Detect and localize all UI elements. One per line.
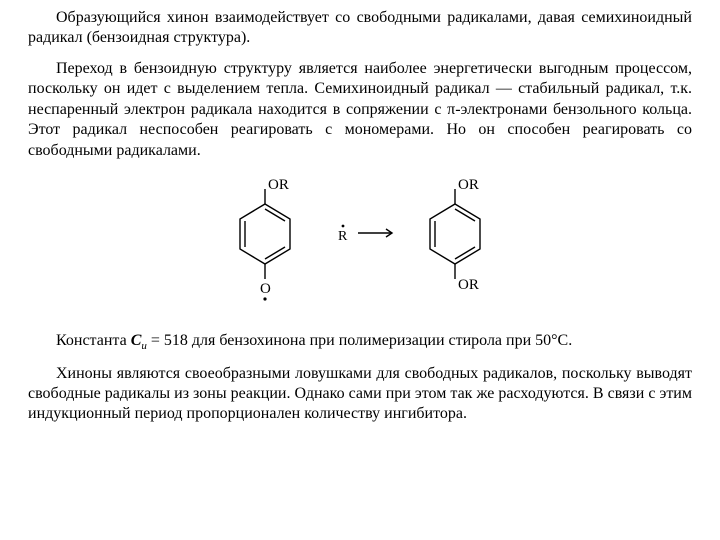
radical-r-label: R	[338, 225, 348, 244]
page-content: Образующийся хинон взаимодействует со св…	[0, 0, 720, 425]
label-or-bottom-right: OR	[458, 277, 479, 293]
reaction-scheme: OR O R	[28, 171, 692, 331]
radical-dot-o	[263, 298, 266, 301]
paragraph-2: Переход в бензоидную структуру является …	[28, 59, 692, 161]
constant-symbol: C	[131, 332, 142, 349]
p3-suffix: = 518 для бензохинона при полимеризации …	[147, 332, 572, 349]
reaction-svg: OR O R	[180, 171, 540, 331]
benzene-ring-right	[430, 204, 480, 264]
label-or-top-right: OR	[458, 177, 479, 193]
paragraph-1: Образующийся хинон взаимодействует со св…	[28, 8, 692, 49]
molecule-right: OR OR	[430, 177, 480, 293]
radical-r-text: R	[338, 229, 348, 244]
paragraph-3: Константа Cи = 518 для бензохинона при п…	[28, 331, 692, 353]
radical-dot-r	[342, 225, 345, 228]
p3-prefix: Константа	[56, 332, 131, 349]
reaction-arrow	[358, 229, 392, 237]
molecule-left: OR O	[240, 177, 290, 301]
benzene-ring-left	[240, 204, 290, 264]
label-or-top-left: OR	[268, 177, 289, 193]
label-o-bottom-left: O	[260, 281, 271, 297]
paragraph-4: Хиноны являются своеобразными ловушками …	[28, 364, 692, 425]
